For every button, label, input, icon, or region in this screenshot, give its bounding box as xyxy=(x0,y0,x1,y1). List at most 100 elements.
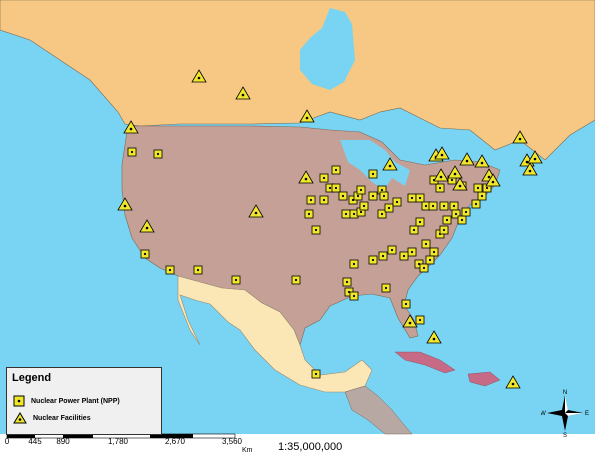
npp-marker[interactable] xyxy=(377,209,387,219)
npp-marker[interactable] xyxy=(319,195,329,205)
npp-marker[interactable] xyxy=(193,265,203,275)
compass-n: N xyxy=(563,390,567,396)
facility-marker[interactable] xyxy=(505,375,521,389)
facility-marker[interactable] xyxy=(402,314,418,328)
compass-icon: N S E W xyxy=(541,390,589,437)
facility-marker[interactable] xyxy=(512,130,528,144)
npp-marker[interactable] xyxy=(407,193,417,203)
npp-marker[interactable] xyxy=(473,183,483,193)
npp-marker[interactable] xyxy=(451,209,461,219)
facility-marker[interactable] xyxy=(522,162,538,176)
npp-marker[interactable] xyxy=(291,275,301,285)
facility-marker[interactable] xyxy=(474,154,490,168)
scale-tick-4: 2,670 xyxy=(164,437,186,446)
facility-marker[interactable] xyxy=(139,219,155,233)
npp-marker[interactable] xyxy=(140,249,150,259)
npp-marker[interactable] xyxy=(442,215,452,225)
scale-tick-3: 1,780 xyxy=(107,437,129,446)
scale-tick-2: 890 xyxy=(56,437,70,446)
npp-marker[interactable] xyxy=(435,183,445,193)
npp-marker[interactable] xyxy=(349,259,359,269)
legend-panel: Legend Nuclear Power Plant (NPP) Nuclear… xyxy=(6,367,162,435)
npp-marker[interactable] xyxy=(231,275,241,285)
facility-marker[interactable] xyxy=(485,173,501,187)
compass-e: E xyxy=(585,411,589,417)
facility-marker[interactable] xyxy=(452,177,468,191)
npp-marker[interactable] xyxy=(439,201,449,211)
legend-title: Legend xyxy=(12,372,52,384)
npp-marker[interactable] xyxy=(381,283,391,293)
npp-marker[interactable] xyxy=(457,215,467,225)
facility-marker[interactable] xyxy=(527,150,543,164)
npp-marker[interactable] xyxy=(331,165,341,175)
npp-marker[interactable] xyxy=(319,173,329,183)
npp-marker[interactable] xyxy=(439,225,449,235)
facility-marker[interactable] xyxy=(235,86,251,100)
facility-marker[interactable] xyxy=(434,146,450,160)
facility-triangle-icon xyxy=(13,412,27,424)
facility-marker[interactable] xyxy=(191,69,207,83)
facility-marker[interactable] xyxy=(426,330,442,344)
npp-marker[interactable] xyxy=(127,147,137,157)
facility-marker[interactable] xyxy=(298,170,314,184)
legend-item-facilities: Nuclear Facilities xyxy=(13,412,91,424)
npp-marker[interactable] xyxy=(401,299,411,309)
npp-marker[interactable] xyxy=(399,251,409,261)
facility-marker[interactable] xyxy=(123,120,139,134)
npp-marker[interactable] xyxy=(449,201,459,211)
compass-w: W xyxy=(541,411,546,417)
npp-marker[interactable] xyxy=(165,265,175,275)
npp-marker[interactable] xyxy=(153,149,163,159)
facility-marker[interactable] xyxy=(248,204,264,218)
npp-marker[interactable] xyxy=(349,291,359,301)
facility-marker[interactable] xyxy=(459,152,475,166)
npp-marker[interactable] xyxy=(341,209,351,219)
npp-marker[interactable] xyxy=(461,207,471,217)
npp-marker[interactable] xyxy=(311,369,321,379)
npp-marker[interactable] xyxy=(368,169,378,179)
npp-marker[interactable] xyxy=(342,277,352,287)
scale-tick-0: 0 xyxy=(4,437,10,446)
npp-marker[interactable] xyxy=(338,191,348,201)
npp-marker[interactable] xyxy=(356,185,366,195)
npp-marker[interactable] xyxy=(304,209,314,219)
hudson-bay xyxy=(300,8,355,90)
npp-marker[interactable] xyxy=(392,197,402,207)
npp-marker[interactable] xyxy=(368,191,378,201)
npp-marker[interactable] xyxy=(471,199,481,209)
npp-marker[interactable] xyxy=(387,245,397,255)
facility-marker[interactable] xyxy=(299,109,315,123)
legend-label-npp: Nuclear Power Plant (NPP) xyxy=(31,397,120,405)
npp-marker[interactable] xyxy=(378,251,388,261)
npp-marker[interactable] xyxy=(384,203,394,213)
npp-marker[interactable] xyxy=(421,239,431,249)
scale-bar-labels: 0 445 890 1,780 2,670 3,560 xyxy=(0,437,300,449)
npp-marker[interactable] xyxy=(359,201,369,211)
compass-s: S xyxy=(563,433,567,437)
facility-marker[interactable] xyxy=(447,165,463,179)
npp-marker[interactable] xyxy=(415,315,425,325)
npp-marker[interactable] xyxy=(306,195,316,205)
central-america-region xyxy=(344,385,413,435)
npp-marker[interactable] xyxy=(419,263,429,273)
npp-marker[interactable] xyxy=(331,183,341,193)
npp-marker[interactable] xyxy=(368,255,378,265)
npp-marker[interactable] xyxy=(477,191,487,201)
npp-marker[interactable] xyxy=(429,247,439,257)
npp-marker[interactable] xyxy=(379,191,389,201)
npp-marker[interactable] xyxy=(415,217,425,227)
npp-marker[interactable] xyxy=(425,255,435,265)
great-lakes xyxy=(340,140,410,190)
facility-marker[interactable] xyxy=(117,197,133,211)
npp-marker[interactable] xyxy=(311,225,321,235)
npp-marker[interactable] xyxy=(407,247,417,257)
npp-marker[interactable] xyxy=(409,225,419,235)
facility-marker[interactable] xyxy=(382,157,398,171)
npp-marker[interactable] xyxy=(415,193,425,203)
npp-marker[interactable] xyxy=(428,201,438,211)
facility-marker[interactable] xyxy=(433,168,449,182)
legend-item-npp: Nuclear Power Plant (NPP) xyxy=(13,395,120,407)
marker-layer xyxy=(117,69,543,389)
